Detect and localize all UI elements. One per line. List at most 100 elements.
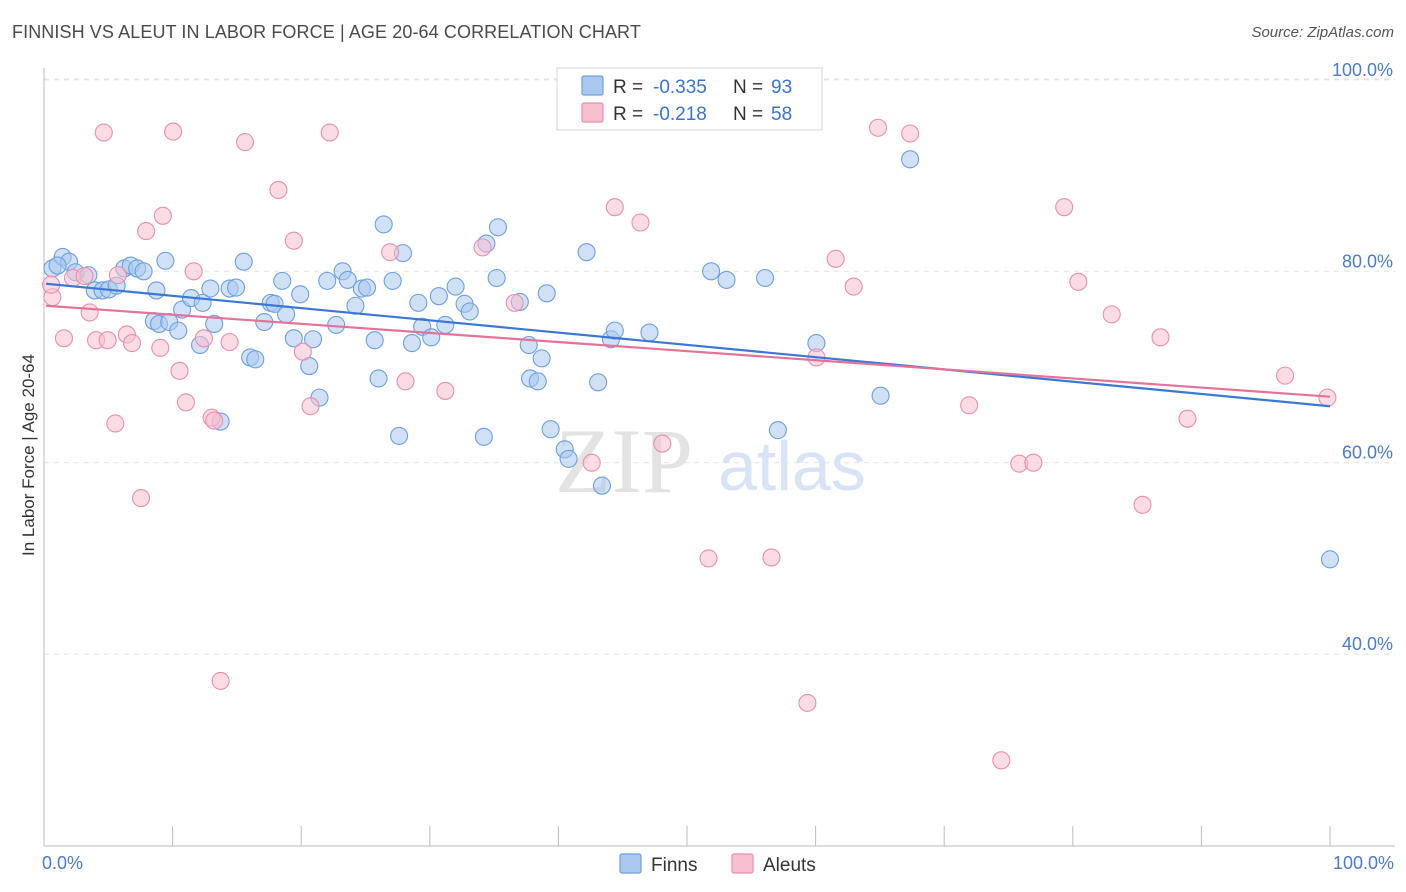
- aleuts-point: [699, 549, 718, 568]
- aleuts-point: [381, 243, 400, 262]
- aleuts-point: [1318, 388, 1337, 407]
- y-tick-labels: 40.0% 60.0% 80.0% 100.0%: [1332, 60, 1393, 654]
- finns-point: [156, 251, 175, 270]
- finns-point: [589, 373, 608, 392]
- finns-point: [488, 218, 508, 237]
- aleuts-point: [320, 123, 339, 142]
- series-legend: Finns Aleuts: [619, 853, 816, 876]
- aleuts-point: [1178, 409, 1197, 428]
- aleuts-points: [42, 118, 1337, 770]
- legend-finns-r-label: R =: [613, 77, 643, 98]
- aleuts-point: [170, 361, 189, 380]
- aleuts-point: [194, 329, 213, 348]
- finns-point: [532, 349, 551, 368]
- aleuts-point: [1069, 272, 1088, 291]
- chart-title: FINNISH VS ALEUT IN LABOR FORCE | AGE 20…: [12, 22, 641, 42]
- aleuts-point: [653, 434, 672, 453]
- finns-point: [318, 271, 337, 290]
- correlation-legend: R = -0.335 N = 93 R = -0.218 N = 58: [556, 67, 823, 131]
- aleuts-point: [54, 329, 74, 348]
- finns-point: [246, 350, 265, 369]
- finns-point: [446, 277, 465, 296]
- aleuts-point: [868, 118, 888, 137]
- finns-point: [273, 271, 292, 290]
- aleuts-point: [293, 342, 312, 361]
- finns-point: [541, 420, 560, 439]
- aleuts-point: [1055, 198, 1074, 217]
- aleuts-point: [75, 267, 94, 286]
- aleuts-point: [211, 671, 230, 690]
- aleuts-point: [762, 548, 781, 567]
- finns-point: [277, 305, 296, 324]
- y-tick-label: 100.0%: [1332, 60, 1393, 80]
- finns-point: [134, 262, 153, 281]
- finns-point: [429, 287, 448, 306]
- aleuts-point: [235, 133, 255, 152]
- aleuts-point: [960, 396, 979, 415]
- aleuts-point: [108, 266, 127, 285]
- aleuts-point: [826, 249, 845, 268]
- aleuts-point: [205, 411, 224, 430]
- finns-point: [357, 278, 377, 297]
- finns-point: [201, 279, 220, 298]
- finns-point: [605, 321, 624, 340]
- finns-point: [768, 421, 787, 440]
- finns-point: [365, 331, 384, 350]
- aleuts-point: [631, 213, 650, 232]
- bottom-legend-finns-label: Finns: [651, 855, 697, 876]
- aleuts-point: [131, 489, 151, 508]
- legend-finns-n-value: 93: [771, 77, 792, 98]
- aleuts-point: [1276, 366, 1295, 385]
- finns-trend-line: [45, 282, 1331, 408]
- legend-aleuts-r-label: R =: [613, 104, 643, 125]
- watermark-atlas: atlas: [718, 427, 866, 505]
- finns-point: [528, 372, 547, 391]
- aleuts-point: [137, 222, 156, 241]
- aleuts-point: [164, 122, 183, 141]
- finns-point: [640, 323, 659, 342]
- aleuts-point: [582, 453, 601, 472]
- legend-aleuts-swatch: [581, 102, 604, 123]
- finns-point: [537, 284, 556, 303]
- aleuts-point: [1024, 453, 1043, 472]
- finns-point: [234, 252, 253, 271]
- finns-point: [390, 426, 409, 445]
- bottom-legend-finns-swatch: [619, 853, 642, 874]
- aleuts-point: [605, 198, 624, 217]
- aleuts-point: [992, 751, 1011, 770]
- aleuts-point: [80, 303, 99, 322]
- aleuts-point: [106, 414, 125, 433]
- finns-point: [474, 427, 493, 446]
- finns-point: [702, 262, 721, 281]
- aleuts-point: [153, 206, 172, 225]
- aleuts-trend-line: [45, 304, 1331, 398]
- finns-point: [205, 314, 224, 333]
- finns-point: [901, 150, 920, 169]
- aleuts-point: [1133, 495, 1152, 514]
- x-tick-label-min: 0.0%: [42, 853, 83, 873]
- bottom-legend-aleuts-label: Aleuts: [763, 855, 816, 876]
- aleuts-point: [94, 123, 113, 142]
- finns-point: [383, 271, 402, 290]
- aleuts-point: [505, 293, 524, 312]
- finns-point: [291, 285, 310, 304]
- aleuts-point: [901, 124, 920, 143]
- legend-aleuts-n-label: N =: [733, 104, 763, 125]
- aleuts-point: [151, 338, 170, 357]
- aleuts-point: [269, 180, 288, 200]
- legend-aleuts-r-value: -0.218: [653, 104, 707, 125]
- watermark: ZIP atlas: [555, 410, 866, 512]
- finns-point: [169, 321, 188, 340]
- finns-point: [147, 281, 166, 300]
- aleuts-point: [473, 238, 492, 257]
- aleuts-point: [122, 334, 142, 353]
- finns-point: [755, 268, 775, 288]
- finns-point: [304, 330, 323, 349]
- finns-point: [717, 270, 736, 289]
- finns-point: [871, 386, 890, 405]
- aleuts-point: [98, 331, 117, 350]
- aleuts-point: [284, 231, 303, 250]
- x-axis-ticks: [172, 826, 1331, 846]
- aleuts-point: [184, 262, 203, 281]
- legend-aleuts-n-value: 58: [771, 104, 792, 125]
